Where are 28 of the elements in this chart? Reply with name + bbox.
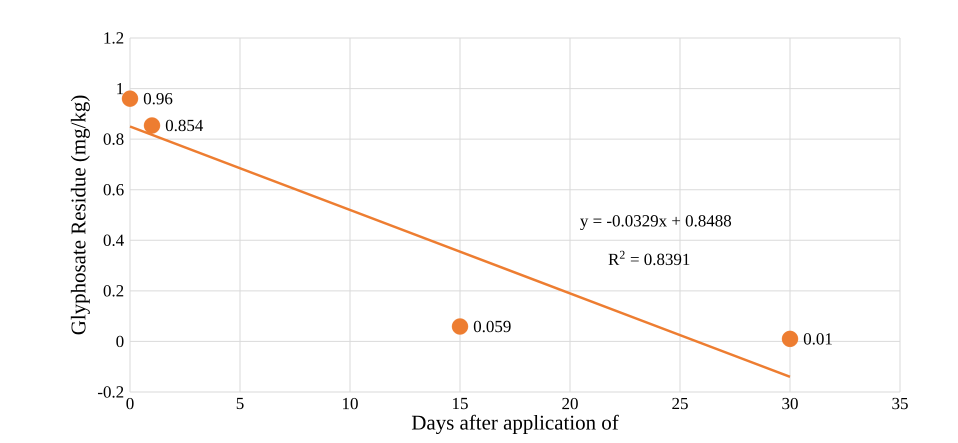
- y-tick-label: 0.2: [104, 285, 124, 297]
- y-tick-label: 0: [116, 336, 124, 348]
- x-axis-title: Days after application of: [412, 414, 619, 434]
- point: [782, 330, 798, 348]
- x-tick-label: 30: [782, 398, 798, 410]
- annotation: y = -0.0329x + 0.8488: [580, 215, 732, 230]
- x-tick-label: 20: [562, 398, 578, 410]
- x-tick-label: 35: [892, 398, 908, 410]
- y-tick-label: 0.4: [104, 234, 124, 246]
- y-tick-label: -0.2: [98, 386, 124, 398]
- data-label: 0.96: [144, 92, 172, 104]
- x-tick-label: 15: [453, 398, 468, 410]
- y-tick-label: 0.6: [104, 184, 124, 196]
- point: [144, 117, 160, 134]
- point: [122, 90, 138, 107]
- x-tick-label: 0: [126, 398, 134, 410]
- data-label: 0.059: [474, 320, 511, 332]
- x-tick-label: 25: [672, 398, 688, 410]
- y-axis-title: Glyphosate Residue (mg/kg): [70, 96, 90, 334]
- y-tick-label: 0.8: [104, 133, 124, 145]
- y-tick-label: 1: [117, 82, 124, 94]
- data-label: 0.854: [166, 120, 204, 132]
- data-label: 0.01: [804, 333, 832, 345]
- x-tick-label: 10: [343, 398, 358, 410]
- point: [452, 318, 468, 335]
- x-tick-label: 5: [236, 398, 244, 410]
- y-tick-label: 1.2: [104, 32, 124, 44]
- annotation: R$^{2}$ = 0.8391: [608, 250, 690, 266]
